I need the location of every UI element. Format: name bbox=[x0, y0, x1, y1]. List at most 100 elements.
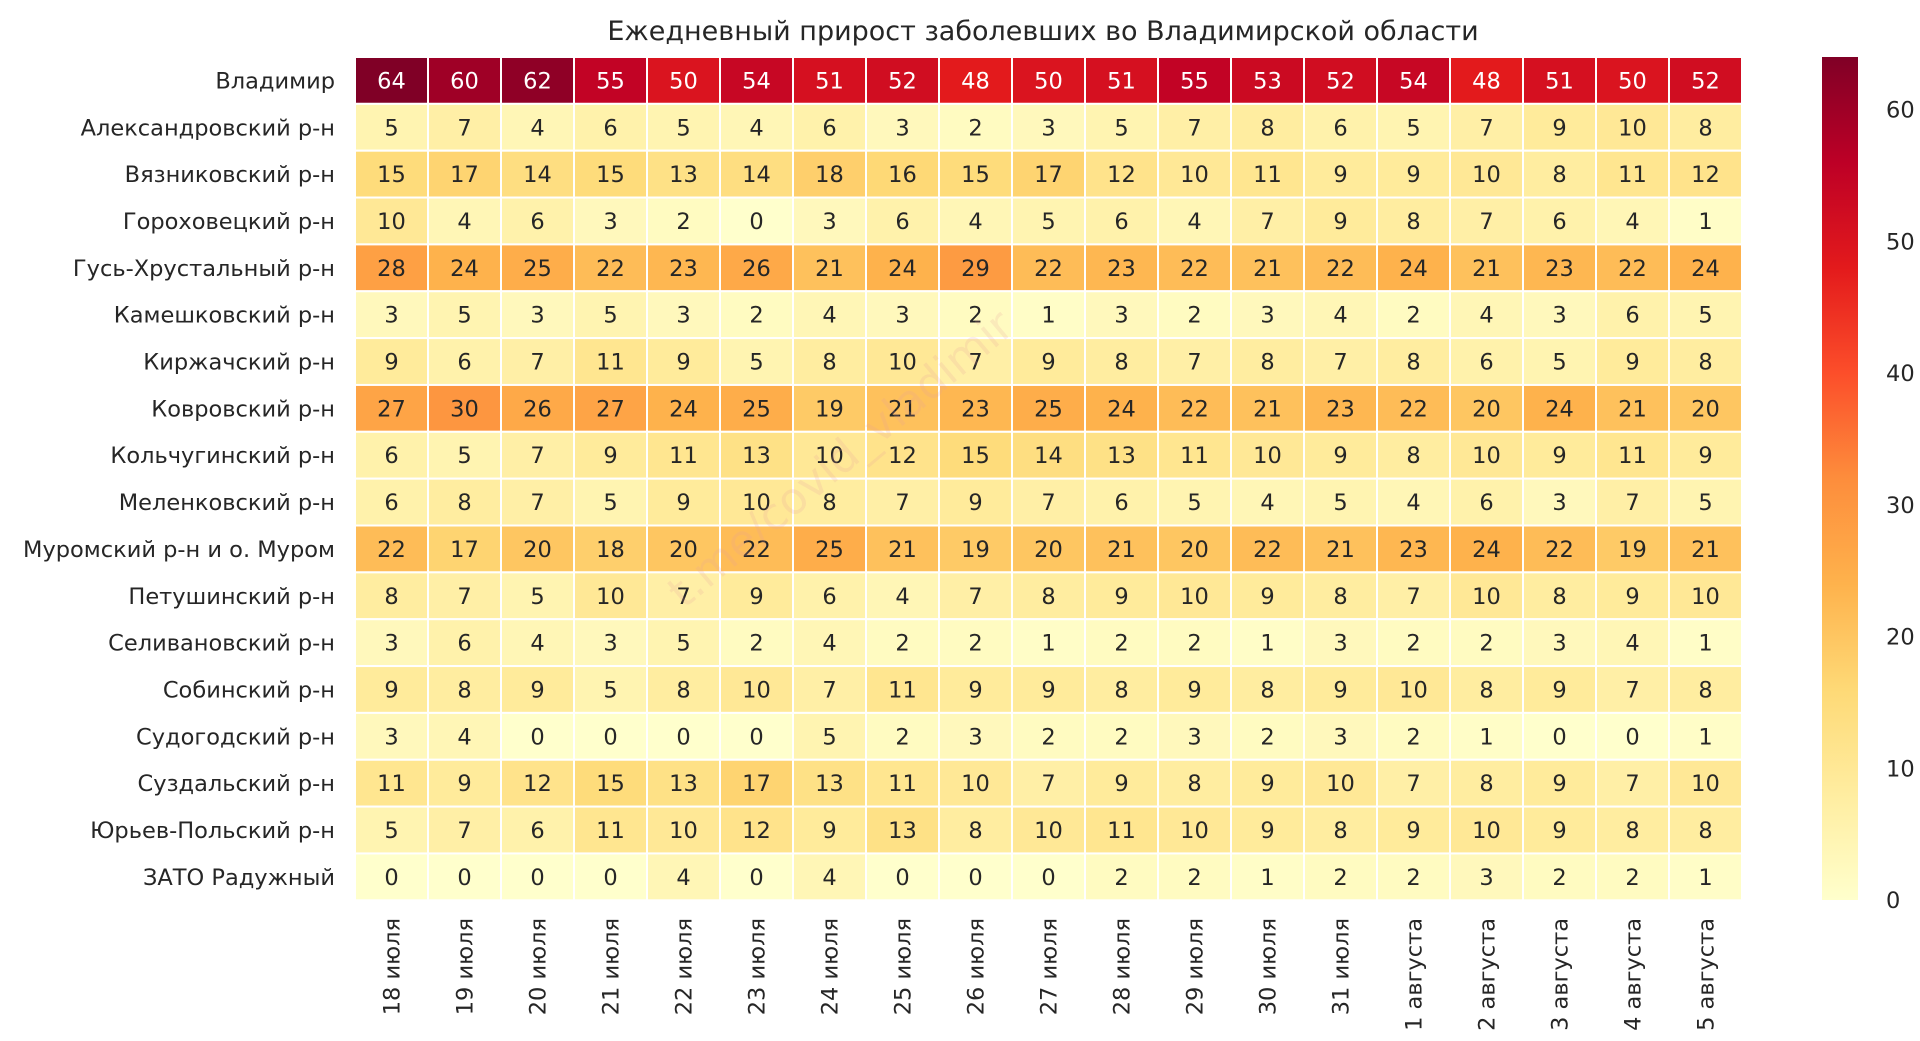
cell-value-label: 20 bbox=[1691, 396, 1720, 422]
cell-value-label: 2 bbox=[968, 115, 982, 141]
heatmap-cell bbox=[1668, 196, 1743, 246]
cell-value-label: 11 bbox=[1180, 443, 1209, 469]
cell-value-label: 6 bbox=[1479, 350, 1493, 376]
heatmap-cell bbox=[354, 711, 429, 761]
heatmap-cell bbox=[1084, 102, 1159, 152]
cell-value-label: 0 bbox=[603, 865, 617, 891]
cell-value-label: 9 bbox=[1333, 677, 1347, 703]
cell-value-label: 23 bbox=[1399, 537, 1428, 563]
cell-value-label: 2 bbox=[1552, 865, 1566, 891]
cell-value-label: 2 bbox=[1260, 724, 1274, 750]
cell-value-label: 3 bbox=[895, 303, 909, 329]
cell-value-label: 48 bbox=[1472, 68, 1501, 94]
heatmap-cell bbox=[1668, 243, 1743, 293]
heatmap-cell bbox=[1449, 56, 1524, 105]
heatmap-cell bbox=[1595, 149, 1670, 199]
cell-value-label: 9 bbox=[457, 771, 471, 797]
heatmap-cell bbox=[1668, 852, 1743, 902]
cell-value-label: 3 bbox=[968, 724, 982, 750]
cell-value-label: 5 bbox=[603, 677, 617, 703]
heatmap-cell bbox=[865, 618, 940, 668]
colorbar-tick-label: 30 bbox=[1886, 493, 1915, 519]
heatmap-cell bbox=[1668, 758, 1743, 808]
cell-value-label: 62 bbox=[523, 68, 552, 94]
cell-value-label: 24 bbox=[1399, 256, 1428, 282]
cell-value-label: 30 bbox=[450, 396, 479, 422]
cell-value-label: 7 bbox=[968, 584, 982, 610]
cell-value-label: 7 bbox=[822, 677, 836, 703]
cell-value-label: 28 bbox=[377, 256, 406, 282]
heatmap-cell bbox=[865, 56, 940, 105]
cell-value-label: 64 bbox=[377, 68, 406, 94]
heatmap-cell bbox=[500, 243, 575, 293]
heatmap-cell bbox=[865, 196, 940, 246]
cell-value-label: 9 bbox=[1552, 771, 1566, 797]
heatmap-cell bbox=[500, 711, 575, 761]
heatmap-cell bbox=[719, 430, 794, 480]
cell-value-label: 9 bbox=[1333, 443, 1347, 469]
cell-value-label: 3 bbox=[1260, 303, 1274, 329]
heatmap-cell bbox=[1449, 711, 1524, 761]
heatmap-cell bbox=[573, 758, 648, 808]
cell-value-label: 3 bbox=[822, 209, 836, 235]
colorbar-tick-label: 10 bbox=[1886, 756, 1915, 782]
cell-value-label: 10 bbox=[1472, 443, 1501, 469]
heatmap-cell bbox=[1230, 337, 1305, 386]
cell-value-label: 2 bbox=[1625, 865, 1639, 891]
cell-value-label: 4 bbox=[530, 115, 544, 141]
heatmap-cell bbox=[427, 56, 502, 105]
column-label: 19 июля bbox=[453, 918, 479, 1015]
heatmap-cell bbox=[938, 758, 1013, 808]
heatmap-cells: 64 60 62 55 50 54 51 52 48 50 51 55 53 52 54 48 51 50 525 7… bbox=[354, 56, 1743, 902]
cell-value-label: 22 bbox=[1253, 537, 1282, 563]
cell-value-label: 8 bbox=[1114, 350, 1128, 376]
cell-value-label: 2 bbox=[895, 724, 909, 750]
cell-value-label: 7 bbox=[968, 350, 982, 376]
cell-value-label: 11 bbox=[377, 771, 406, 797]
cell-value-label: 0 bbox=[749, 865, 763, 891]
column-label: 22 июля bbox=[672, 918, 698, 1015]
heatmap-cell bbox=[719, 477, 794, 527]
cell-value-label: 4 bbox=[822, 631, 836, 657]
cell-value-label: 7 bbox=[1041, 771, 1055, 797]
heatmap-cell bbox=[646, 477, 721, 527]
heatmap-cell bbox=[573, 852, 648, 902]
colorbar-tick-label: 60 bbox=[1886, 98, 1915, 124]
cell-value-label: 25 bbox=[815, 537, 844, 563]
heatmap-cell bbox=[1522, 758, 1597, 808]
cell-value-label: 50 bbox=[1618, 68, 1647, 94]
heatmap-cell bbox=[427, 618, 502, 668]
heatmap-cell bbox=[792, 524, 867, 574]
cell-value-label: 0 bbox=[384, 865, 398, 891]
cell-value-label: 24 bbox=[1107, 396, 1136, 422]
heatmap-cell bbox=[1668, 337, 1743, 386]
heatmap-cell bbox=[792, 149, 867, 199]
cell-value-label: 10 bbox=[1180, 584, 1209, 610]
cell-value-label: 8 bbox=[1333, 584, 1347, 610]
row-label: Гороховецкий р-н bbox=[123, 209, 335, 235]
cell-value-label: 5 bbox=[457, 443, 471, 469]
heatmap-cell bbox=[1157, 805, 1232, 855]
heatmap-cell bbox=[1522, 477, 1597, 527]
cell-value-label: 3 bbox=[603, 209, 617, 235]
heatmap-cell bbox=[1011, 524, 1086, 574]
heatmap-cell bbox=[427, 711, 502, 761]
cell-value-label: 2 bbox=[1114, 631, 1128, 657]
cell-value-label: 1 bbox=[1260, 631, 1274, 657]
cell-value-label: 9 bbox=[1625, 350, 1639, 376]
heatmap-cell bbox=[573, 102, 648, 152]
cell-value-label: 5 bbox=[1114, 115, 1128, 141]
heatmap-cell bbox=[1376, 430, 1451, 480]
cell-value-label: 10 bbox=[669, 818, 698, 844]
row-label: Ковровский р-н bbox=[151, 396, 335, 422]
row-label: ЗАТО Радужный bbox=[143, 865, 335, 891]
cell-value-label: 8 bbox=[1698, 818, 1712, 844]
heatmap-cell bbox=[719, 290, 794, 340]
cell-value-label: 22 bbox=[1399, 396, 1428, 422]
heatmap-cell bbox=[719, 524, 794, 574]
heatmap-cell bbox=[1522, 571, 1597, 621]
heatmap-cell bbox=[1084, 290, 1159, 340]
heatmap-cell bbox=[1449, 477, 1524, 527]
heatmap-cell bbox=[1011, 290, 1086, 340]
